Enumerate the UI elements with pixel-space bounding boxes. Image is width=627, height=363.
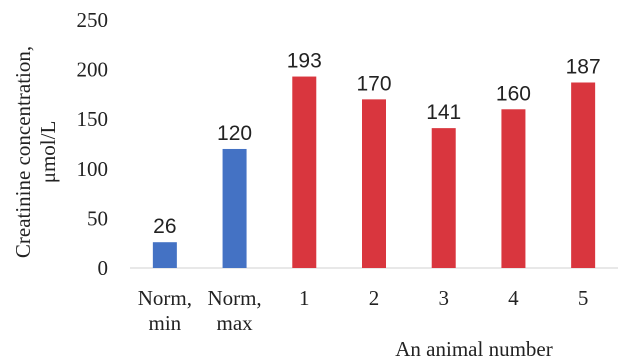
y-tick-label: 250 (77, 8, 109, 32)
y-axis-label: Creatinine concentration, μmol/L (11, 46, 60, 258)
x-tick-label: max (216, 311, 253, 335)
data-label: 141 (426, 101, 461, 124)
data-label: 120 (217, 122, 252, 145)
y-tick-label: 150 (77, 107, 109, 131)
x-tick-label: 1 (299, 286, 310, 310)
x-axis-label: An animal number (395, 337, 552, 361)
bar (152, 242, 177, 268)
y-tick-label: 200 (77, 58, 109, 82)
bar (362, 99, 386, 268)
bar (431, 128, 456, 268)
data-label: 187 (566, 55, 601, 78)
data-label: 170 (356, 72, 391, 95)
y-tick-label: 0 (98, 256, 109, 280)
x-tick-label: Norm, (207, 286, 261, 310)
data-labels: 26 120 193 170 141 160 187 (153, 50, 600, 239)
y-axis-ticks: 0 50 100 150 200 250 (77, 8, 109, 280)
x-tick-label: 3 (438, 286, 449, 310)
bar (222, 148, 247, 268)
y-tick-label: 50 (87, 206, 108, 230)
x-tick-label: min (149, 311, 182, 335)
y-axis-label-line-2: μmol/L (36, 121, 60, 184)
data-label: 26 (153, 215, 176, 238)
y-tick-label: 100 (77, 157, 109, 181)
bar (571, 82, 596, 268)
data-label: 160 (496, 82, 531, 105)
bar (292, 76, 317, 268)
x-tick-label: 4 (508, 286, 519, 310)
bar (501, 109, 526, 268)
data-label: 193 (287, 50, 322, 73)
x-tick-label: 2 (369, 286, 380, 310)
bars (152, 76, 596, 268)
x-tick-label: Norm, (138, 286, 192, 310)
y-axis-label-line-1: Creatinine concentration, (11, 46, 35, 258)
x-tick-label: 5 (578, 286, 589, 310)
